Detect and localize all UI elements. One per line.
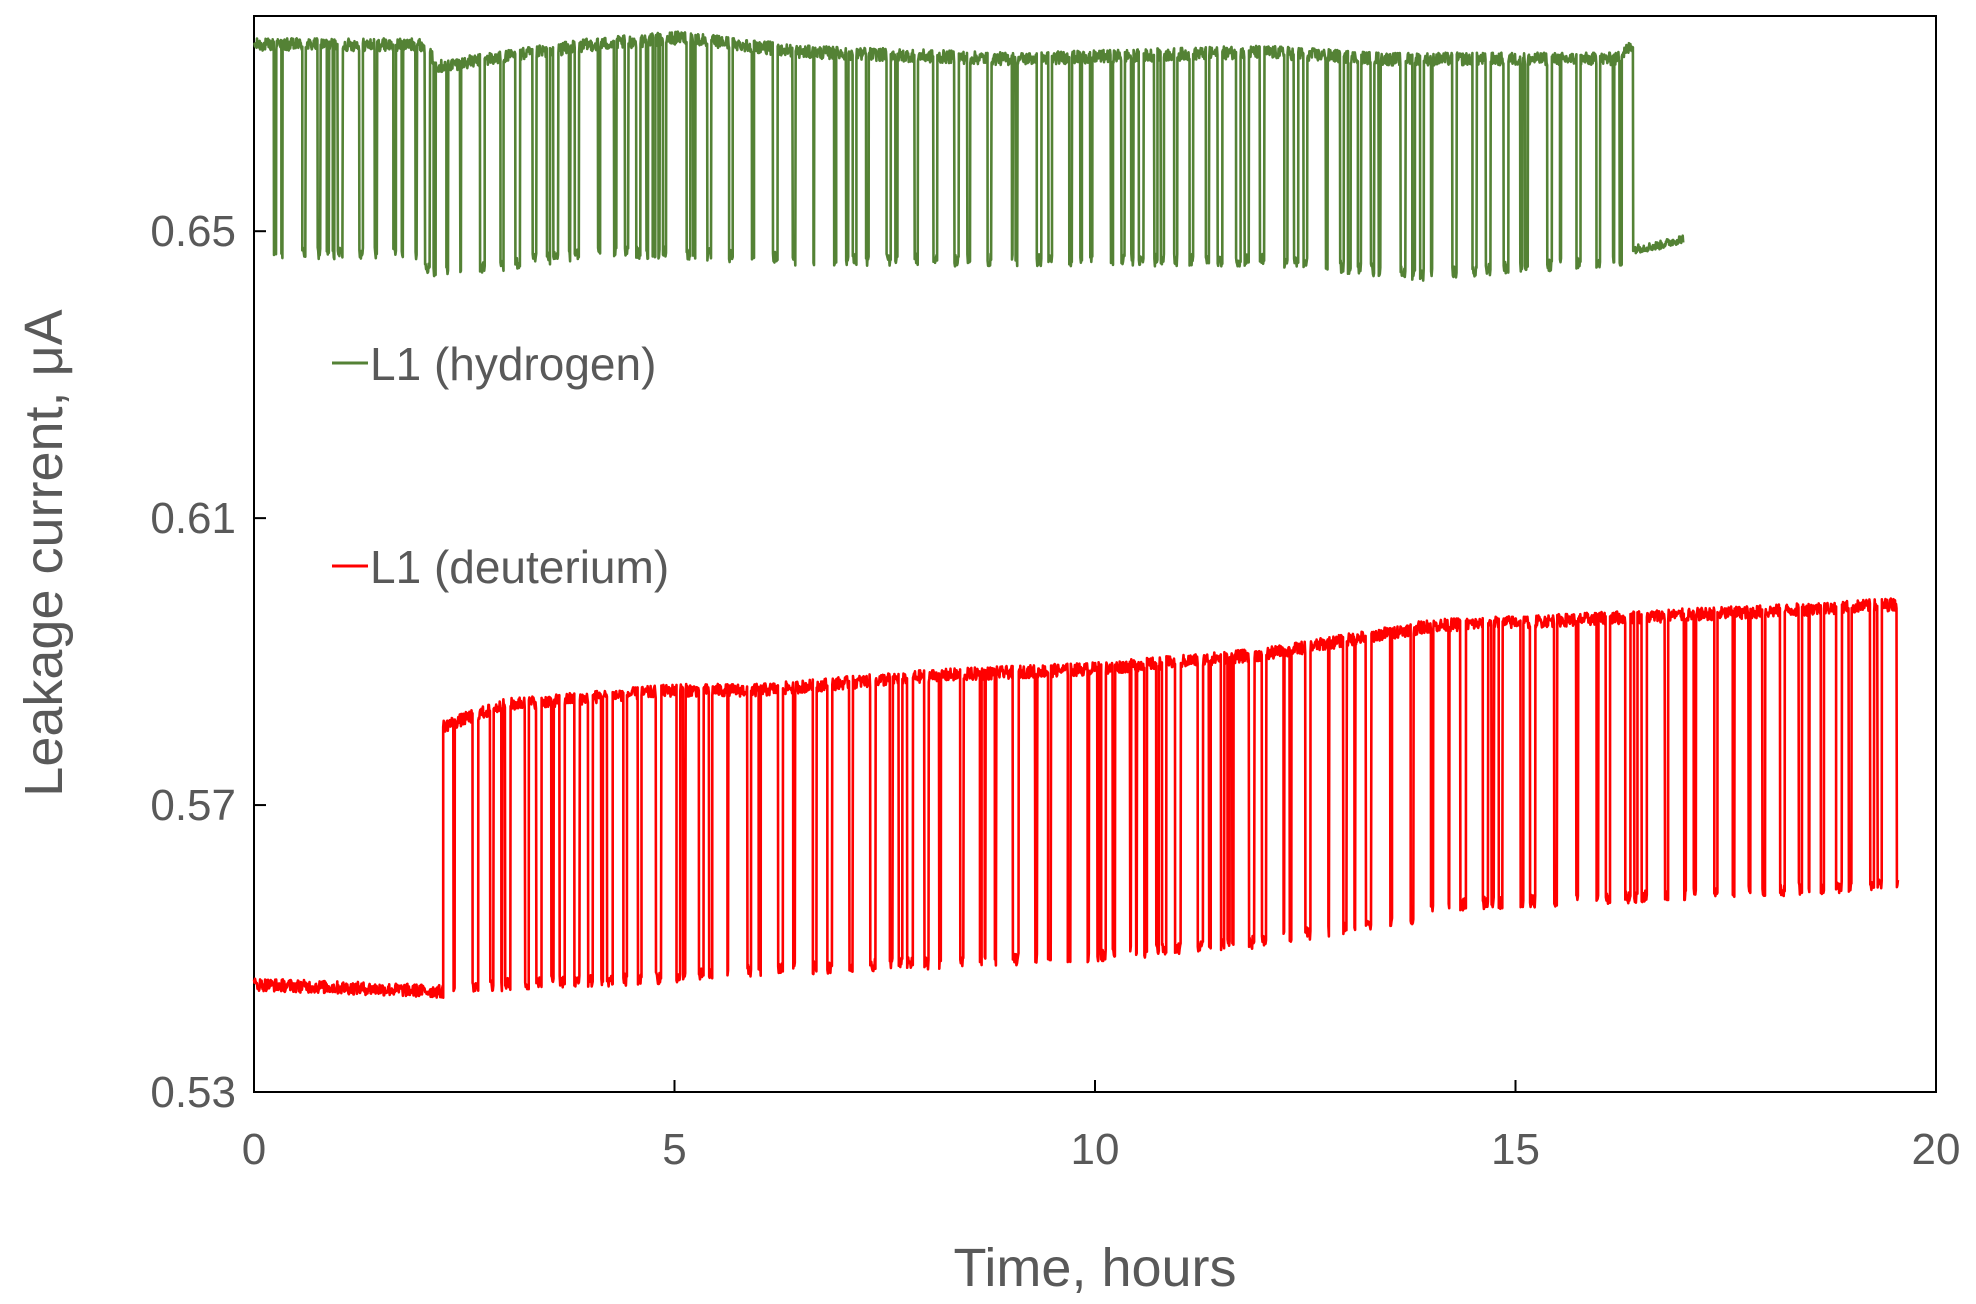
legend: L1 (hydrogen) L1 (deuterium) [332, 338, 669, 593]
series-line-deuterium [252, 597, 1900, 999]
axis-layer: 0 5 10 15 20 0.53 0.57 0.61 0.65 [150, 207, 1960, 1174]
series-line-hydrogen [252, 30, 1685, 282]
y-axis-title: Leakage current, μA [14, 309, 74, 796]
x-tick-label-4: 20 [1912, 1125, 1961, 1174]
x-tick-label-2: 10 [1071, 1125, 1120, 1174]
y-tick-label-2: 0.61 [150, 494, 236, 543]
legend-label-hydrogen: L1 (hydrogen) [370, 338, 656, 390]
y-tick-label-1: 0.57 [150, 781, 236, 830]
x-tick-label-1: 5 [662, 1125, 686, 1174]
legend-label-deuterium: L1 (deuterium) [370, 541, 669, 593]
plot-area [253, 15, 1937, 1093]
x-tick-label-0: 0 [242, 1125, 266, 1174]
y-tick-label-3: 0.65 [150, 207, 236, 256]
y-tick-label-0: 0.53 [150, 1068, 236, 1117]
x-tick-label-3: 15 [1491, 1125, 1540, 1174]
x-axis-title: Time, hours [953, 1238, 1236, 1298]
series-layer [252, 30, 1900, 999]
